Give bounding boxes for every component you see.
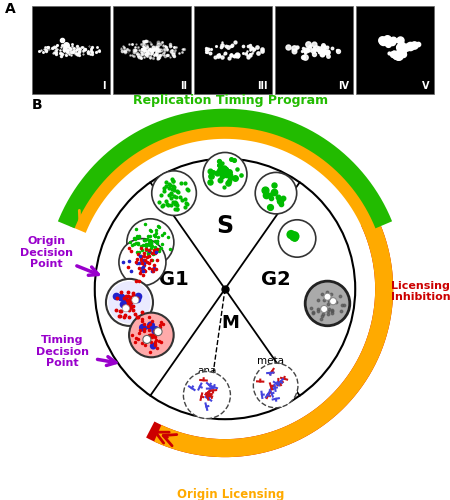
Text: Origin
Decision
Point: Origin Decision Point <box>20 236 73 270</box>
Circle shape <box>150 342 157 349</box>
Bar <box>112 6 191 94</box>
Circle shape <box>147 322 155 330</box>
Bar <box>32 6 110 94</box>
Text: Timing
Decision
Point: Timing Decision Point <box>36 335 89 368</box>
Circle shape <box>139 324 147 332</box>
Text: III: III <box>257 81 268 91</box>
Text: Replication Timing Program: Replication Timing Program <box>134 94 328 106</box>
Circle shape <box>122 304 130 312</box>
Text: Licensing
Inhibition: Licensing Inhibition <box>391 280 450 302</box>
Circle shape <box>119 238 166 286</box>
Text: meta: meta <box>257 356 284 366</box>
Circle shape <box>132 296 139 304</box>
Circle shape <box>108 281 151 324</box>
Text: G2: G2 <box>261 270 291 289</box>
Text: M: M <box>221 314 239 332</box>
Circle shape <box>184 372 230 418</box>
Circle shape <box>140 325 147 332</box>
Bar <box>356 6 434 94</box>
Circle shape <box>95 158 355 419</box>
Text: II: II <box>180 81 187 91</box>
Circle shape <box>324 293 331 300</box>
Text: G1: G1 <box>159 270 189 289</box>
Circle shape <box>143 336 151 344</box>
Text: V: V <box>422 81 430 91</box>
Circle shape <box>255 172 297 214</box>
Bar <box>194 6 272 94</box>
Circle shape <box>279 220 316 257</box>
Circle shape <box>146 324 152 330</box>
Circle shape <box>329 298 337 305</box>
Text: A: A <box>4 2 15 16</box>
Circle shape <box>289 231 300 241</box>
Bar <box>274 6 353 94</box>
Circle shape <box>292 235 298 242</box>
Circle shape <box>286 230 296 239</box>
Text: Origin Licensing
(Mcm2-7 loading): Origin Licensing (Mcm2-7 loading) <box>173 488 289 500</box>
Circle shape <box>106 279 153 326</box>
Circle shape <box>129 312 174 358</box>
Text: IV: IV <box>338 81 349 91</box>
Text: S: S <box>216 214 234 238</box>
Circle shape <box>320 306 328 312</box>
Circle shape <box>127 219 174 266</box>
Circle shape <box>203 152 247 196</box>
Circle shape <box>253 363 298 408</box>
Circle shape <box>305 281 350 326</box>
Text: I: I <box>102 81 106 91</box>
Text: B: B <box>32 98 43 112</box>
Text: ana: ana <box>197 366 216 376</box>
Circle shape <box>152 171 196 216</box>
Circle shape <box>151 326 160 335</box>
Circle shape <box>154 328 162 336</box>
